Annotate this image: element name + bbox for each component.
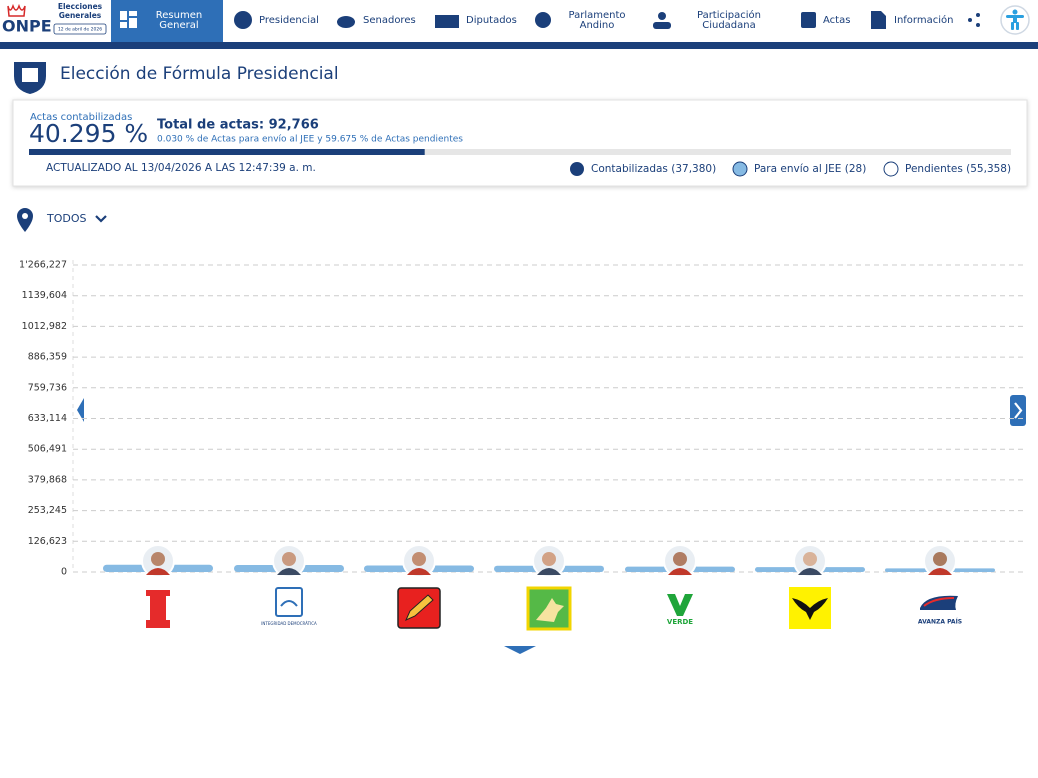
y-tick-label: 0: [61, 567, 67, 578]
candidate-body: [407, 568, 431, 575]
y-tick-label: 506,491: [28, 444, 67, 455]
candidate-body: [537, 568, 561, 575]
nav-item[interactable]: Diputados: [466, 15, 517, 26]
candidate-face: [412, 552, 426, 566]
candidate-face: [282, 552, 296, 566]
y-tick-label: 1'266,227: [19, 260, 67, 271]
nav-item[interactable]: General: [159, 20, 198, 31]
party-logo: [923, 597, 955, 607]
nav-icons: [120, 11, 980, 29]
party-logo: [792, 598, 828, 620]
candidate-body: [798, 568, 822, 575]
brand-line: Elecciones: [58, 2, 103, 11]
nav-item[interactable]: Presidencial: [259, 15, 319, 26]
candidate-face: [803, 552, 817, 566]
y-tick-label: 126,623: [28, 536, 67, 547]
summary-card: [12, 99, 1028, 187]
candidate-face: [151, 552, 165, 566]
legend-label: Para envío al JEE (28): [754, 163, 866, 175]
y-tick-label: 759,736: [28, 382, 67, 393]
nav-item[interactable]: Participación: [697, 9, 761, 21]
accessibility-icon: [1006, 9, 1024, 30]
scroll-right[interactable]: [1010, 395, 1026, 426]
progress-track: [29, 149, 1011, 155]
scroll-left[interactable]: [77, 398, 84, 422]
y-tick-label: 633,114: [28, 413, 67, 424]
summary-updated: ACTUALIZADO AL 13/04/2026 A LAS 12:47:39…: [46, 162, 316, 174]
summary-caption: Actas contabilizadas: [30, 112, 132, 123]
scroll-right-arrow: [1014, 402, 1023, 419]
header-stripe: [0, 42, 1038, 49]
filter-label[interactable]: TODOS: [46, 212, 87, 225]
y-tick-label: 1012,982: [22, 321, 67, 332]
progress-fill: [29, 149, 425, 155]
candidate-face: [933, 552, 947, 566]
party-logo: [667, 594, 693, 616]
brand-icon: [7, 3, 26, 17]
location-pin-hole: [22, 213, 28, 219]
party-logo: [280, 600, 298, 607]
legend-dot: [732, 161, 748, 177]
filter-chevron[interactable]: [95, 215, 107, 223]
legend-label: Pendientes (55,358): [905, 163, 1011, 175]
emblem-inner: [22, 68, 38, 82]
candidate-face: [542, 552, 556, 566]
nav-item[interactable]: Senadores: [363, 15, 416, 26]
candidate-body: [668, 568, 692, 575]
location-pin: [17, 208, 33, 232]
y-tick-label: 1139,604: [22, 290, 67, 301]
y-tick-label: 253,245: [28, 505, 67, 516]
nav-item[interactable]: Andino: [580, 20, 615, 31]
scroll-down[interactable]: [504, 646, 536, 654]
y-tick-label: 379,868: [28, 474, 67, 485]
y-tick-label: 886,359: [28, 352, 67, 363]
candidate-body: [146, 568, 170, 575]
nav-item[interactable]: Ciudadana: [702, 20, 756, 31]
party-logo-text: INTEGRIDAD DEMOCRÁTICA: [261, 621, 317, 626]
party-logo: [275, 587, 303, 617]
nav-item[interactable]: Información: [894, 14, 953, 26]
candidate-body: [277, 568, 301, 575]
legend-dot: [883, 161, 899, 177]
page-title: Elección de Fórmula Presidencial: [60, 64, 339, 84]
party-logo: [536, 598, 564, 622]
brand-logo: ONPE: [2, 17, 52, 36]
nav-item[interactable]: Actas: [823, 15, 850, 26]
brand-line: Generales: [59, 11, 102, 20]
date-box: [53, 23, 107, 35]
brand-date: 12 de abril de 2026: [58, 27, 102, 33]
nav-item[interactable]: Parlamento: [569, 10, 626, 21]
nav-item[interactable]: Resumen: [156, 10, 202, 21]
candidate-body: [928, 568, 952, 575]
party-logo-text: VERDE: [667, 618, 693, 626]
candidate-face: [673, 552, 687, 566]
summary-total: Total de actas: 92,766: [157, 118, 319, 133]
legend-label: Contabilizadas (37,380): [591, 163, 716, 175]
legend-dot: [570, 162, 584, 176]
party-logo: [920, 595, 958, 610]
summary-percent: 40.295 %: [29, 119, 148, 148]
summary-detail: 0.030 % de Actas para envío al JEE y 59.…: [157, 135, 463, 145]
party-logo-text: AVANZA PAÍS: [918, 618, 962, 626]
party-logo: [146, 590, 170, 628]
party-logo: [405, 594, 434, 621]
